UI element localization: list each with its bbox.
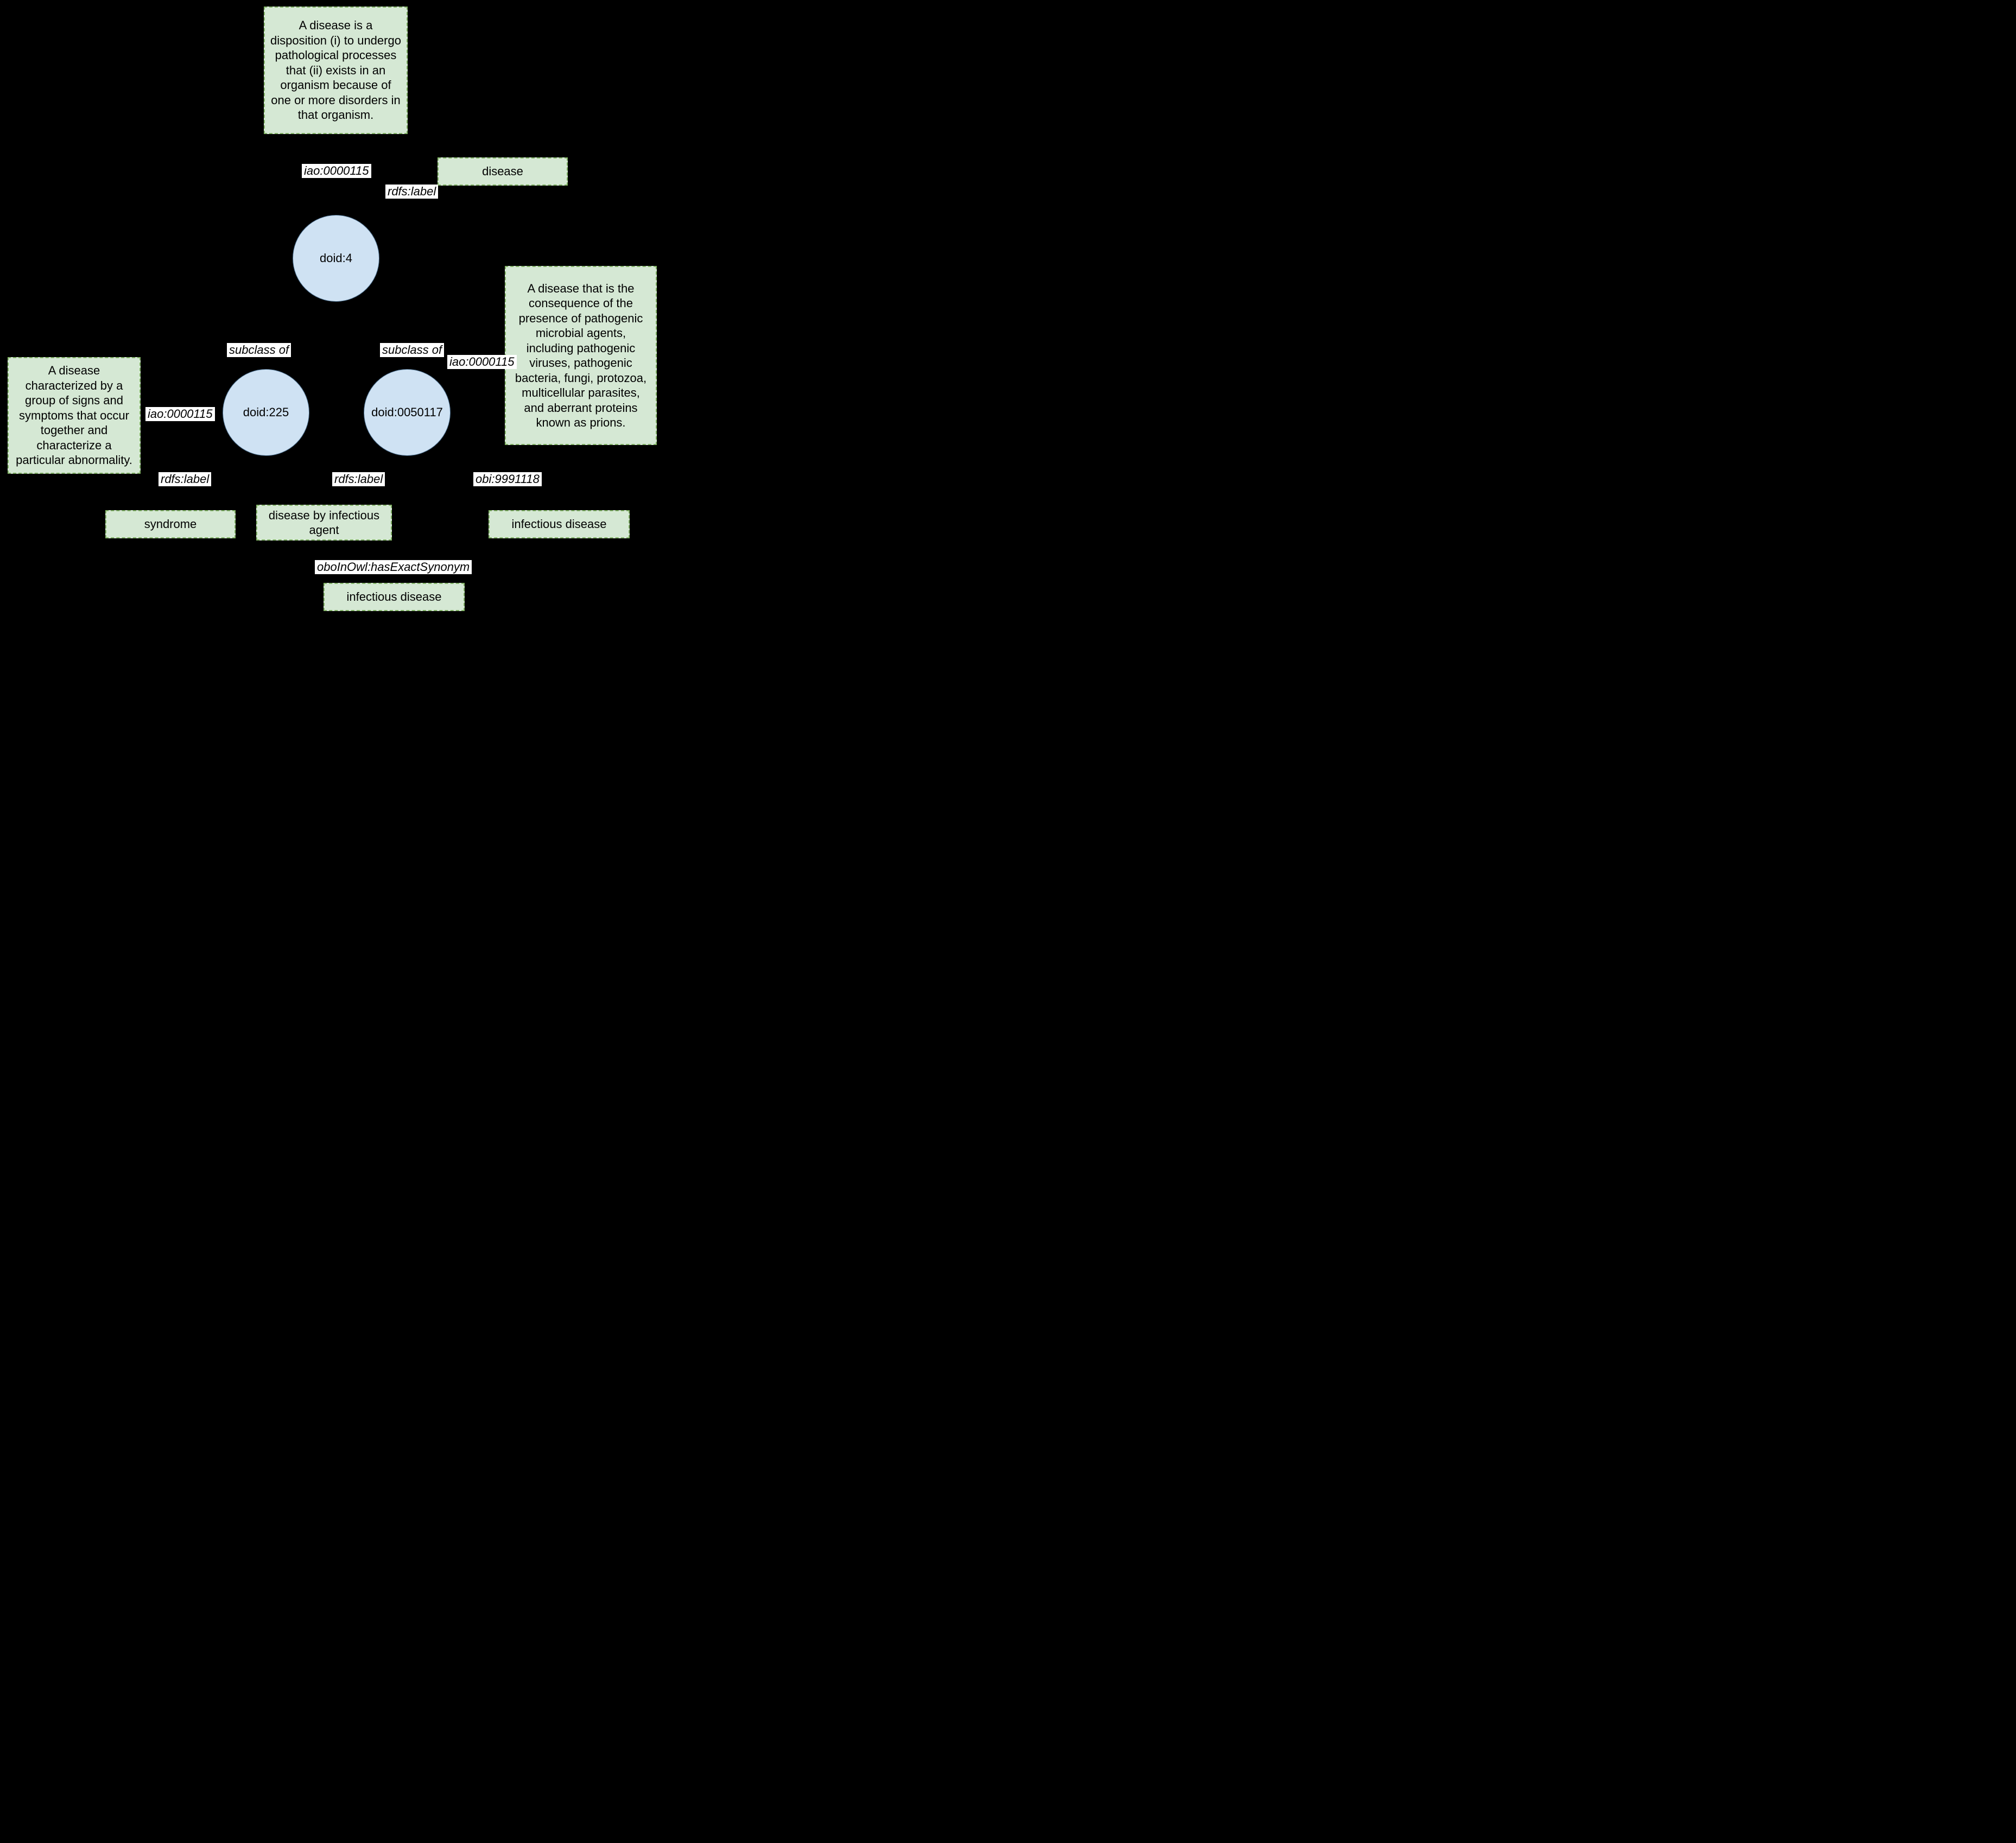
- node-label: doid:0050117: [371, 405, 443, 420]
- label-syndrome: syndrome: [105, 510, 236, 538]
- edge-label-synonym: oboInOwl:hasExactSynonym: [315, 560, 472, 574]
- node-label: doid:225: [243, 405, 289, 420]
- label-infectious-disease-bottom: infectious disease: [324, 583, 465, 611]
- label-disease: disease: [438, 157, 568, 186]
- edge-label-iao-left: iao:0000115: [145, 407, 215, 421]
- edge-label-text: oboInOwl:hasExactSynonym: [317, 560, 470, 574]
- edge-label-iao-top: iao:0000115: [302, 164, 371, 178]
- label-infectious-disease-top: infectious disease: [489, 510, 630, 538]
- edge-label-text: rdfs:label: [161, 472, 209, 486]
- edge-label-obi: obi:9991118: [473, 472, 542, 486]
- label-text: infectious disease: [347, 589, 442, 605]
- label-text: disease: [482, 164, 523, 179]
- edge-label-iao-right: iao:0000115: [447, 355, 517, 369]
- desc-text: A disease that is the consequence of the…: [511, 281, 650, 430]
- edge-label-text: subclass of: [382, 343, 442, 357]
- edge-label-text: iao:0000115: [449, 355, 515, 369]
- node-label: doid:4: [320, 251, 352, 265]
- desc-disease: A disease is a disposition (i) to underg…: [264, 7, 408, 134]
- edge-label-text: rdfs:label: [388, 185, 436, 199]
- edge-label-text: iao:0000115: [304, 164, 369, 178]
- node-doid-0050117: doid:0050117: [364, 369, 451, 456]
- edge-label-subclass-right: subclass of: [380, 343, 444, 357]
- desc-text: A disease characterized by a group of si…: [14, 363, 134, 468]
- edge-label-rdfs-left: rdfs:label: [159, 472, 211, 486]
- desc-text: A disease is a disposition (i) to underg…: [270, 18, 401, 123]
- edge-label-rdfs-mid: rdfs:label: [332, 472, 385, 486]
- label-disease-by-infectious-agent: disease by infectious agent: [256, 505, 392, 541]
- label-text: infectious disease: [512, 517, 607, 532]
- diagram-stage: doid:4 doid:225 doid:0050117 A disease i…: [0, 0, 672, 614]
- node-doid-4: doid:4: [293, 215, 379, 302]
- edge-label-text: subclass of: [229, 343, 289, 357]
- edge-label-subclass-left: subclass of: [227, 343, 291, 357]
- edge-label-text: iao:0000115: [148, 407, 213, 421]
- edge-label-rdfs-top: rdfs:label: [385, 185, 438, 199]
- edge-label-text: rdfs:label: [334, 472, 383, 486]
- node-doid-225: doid:225: [223, 369, 309, 456]
- label-text: disease by infectious agent: [263, 508, 385, 538]
- edge-label-text: obi:9991118: [476, 472, 540, 486]
- desc-infectious: A disease that is the consequence of the…: [505, 266, 657, 445]
- desc-syndrome: A disease characterized by a group of si…: [8, 357, 141, 474]
- label-text: syndrome: [144, 517, 197, 532]
